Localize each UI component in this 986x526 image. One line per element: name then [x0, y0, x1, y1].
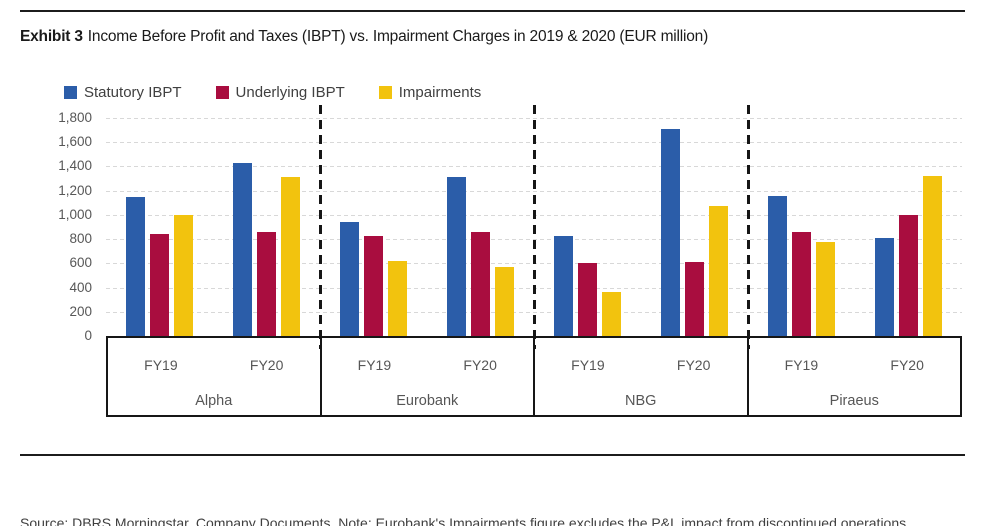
legend-label-statutory-ibpt: Statutory IBPT [84, 84, 182, 101]
bar-eurobank-fy19-underlying-ibpt [364, 235, 383, 336]
cluster-nbg-fy20 [641, 118, 748, 336]
x-axis-cell-eurobank: FY19 FY20 Eurobank [319, 338, 534, 415]
y-tick-label-1000: 1,000 [58, 206, 92, 222]
group-alpha [106, 118, 320, 336]
bar-nbg-fy19-impairments [602, 291, 621, 336]
bar-alpha-fy19-impairments [174, 214, 193, 336]
bar-eurobank-fy20-statutory-ibpt [447, 177, 466, 336]
bar-nbg-fy19-statutory-ibpt [554, 235, 573, 336]
x-label-piraeus-fy20: FY20 [890, 357, 924, 373]
bar-alpha-fy19-underlying-ibpt [150, 234, 169, 336]
x-axis-cell-nbg: FY19 FY20 NBG [533, 338, 747, 415]
cluster-piraeus-fy20 [855, 118, 962, 336]
bar-nbg-fy19-underlying-ibpt [578, 263, 597, 336]
source-note: Source: DBRS Morningstar, Company Docume… [20, 461, 910, 526]
cluster-piraeus-fy19 [748, 118, 855, 336]
bar-piraeus-fy19-statutory-ibpt [768, 195, 787, 336]
x-label-eurobank-fy19: FY19 [357, 357, 392, 373]
exhibit-title-text: Income Before Profit and Taxes (IBPT) vs… [87, 28, 709, 45]
x-axis-cell-piraeus: FY19 FY20 Piraeus [746, 338, 961, 415]
bar-eurobank-fy19-statutory-ibpt [340, 222, 359, 336]
bar-alpha-fy20-impairments [281, 177, 300, 336]
group-separator-1 [318, 105, 322, 349]
x-axis-table: FY19 FY20 Alpha FY19 FY20 Eurobank FY19 FY20 NBG… [106, 336, 962, 417]
y-tick-label-600: 600 [69, 255, 92, 271]
x-label-alpha-fy20: FY20 [249, 357, 284, 373]
bar-nbg-fy20-statutory-ibpt [661, 128, 680, 336]
bar-piraeus-fy19-underlying-ibpt [792, 231, 811, 336]
y-tick-label-0: 0 [84, 328, 92, 343]
x-label-alpha-fy19: FY19 [144, 357, 178, 373]
x-label-eurobank-fy20: FY20 [463, 357, 497, 373]
fy-labels-eurobank: FY19 FY20 [322, 338, 534, 386]
bar-piraeus-fy20-statutory-ibpt [875, 237, 894, 336]
y-tick-label-400: 400 [69, 279, 92, 295]
plot-area: 1,800 1,600 1,400 1,200 1,000 800 600 400 200 0 [58, 105, 962, 349]
cluster-eurobank-fy19 [320, 118, 427, 336]
y-tick-label-1600: 1,600 [58, 134, 92, 150]
legend-item-underlying-ibpt: Underlying IBPT [215, 84, 345, 101]
legend-item-impairments: Impairments [378, 84, 482, 101]
y-tick-label-200: 200 [69, 303, 92, 319]
fy-labels-nbg: FY19 FY20 [535, 338, 747, 386]
exhibit-title: Exhibit 3 Income Before Profit and Taxes … [20, 28, 708, 46]
fy-labels-piraeus: FY19 FY20 [749, 338, 961, 386]
footer-rule [20, 454, 965, 456]
bar-eurobank-fy20-impairments [495, 267, 514, 336]
group-piraeus [748, 118, 962, 336]
top-rule [20, 10, 965, 12]
legend-label-impairments: Impairments [398, 84, 482, 101]
bar-eurobank-fy19-impairments [388, 260, 407, 336]
cluster-eurobank-fy20 [427, 118, 534, 336]
group-name-piraeus: Piraeus [829, 392, 879, 409]
bar-alpha-fy20-statutory-ibpt [233, 162, 252, 336]
bar-groups [106, 118, 962, 336]
y-tick-label-1200: 1,200 [58, 182, 92, 198]
y-tick-label-1800: 1,800 [58, 110, 92, 125]
cluster-nbg-fy19 [534, 118, 641, 336]
x-axis-cell-alpha: FY19 FY20 Alpha [108, 338, 320, 415]
bar-nbg-fy20-impairments [709, 206, 728, 336]
legend-label-underlying-ibpt: Underlying IBPT [235, 84, 345, 101]
legend-item-statutory-ibpt: Statutory IBPT [64, 84, 182, 101]
bar-nbg-fy20-underlying-ibpt [685, 262, 704, 336]
legend-swatch-statutory-ibpt-icon [64, 86, 77, 99]
y-tick-label-1400: 1,400 [58, 158, 92, 174]
cluster-alpha-fy20 [213, 118, 320, 336]
x-label-nbg-fy20: FY20 [676, 357, 711, 373]
group-separator-2 [532, 105, 536, 349]
group-separator-3 [746, 105, 750, 349]
y-tick-label-800: 800 [69, 231, 92, 247]
legend-swatch-impairments-icon [378, 86, 392, 99]
group-name-eurobank: Eurobank [396, 392, 459, 409]
chart-legend: Statutory IBPT Underlying IBPT Impairments [64, 84, 481, 101]
group-name-alpha: Alpha [195, 392, 233, 409]
group-name-nbg: NBG [625, 392, 657, 409]
bar-alpha-fy19-statutory-ibpt [126, 196, 145, 336]
legend-swatch-underlying-ibpt-icon [215, 86, 229, 99]
bar-piraeus-fy20-impairments [923, 176, 942, 336]
bar-alpha-fy20-underlying-ibpt [257, 231, 276, 336]
bar-eurobank-fy20-underlying-ibpt [471, 231, 490, 336]
group-nbg [534, 118, 748, 336]
group-eurobank [320, 118, 534, 336]
x-label-nbg-fy19: FY19 [571, 357, 605, 373]
fy-labels-alpha: FY19 FY20 [108, 338, 320, 386]
bar-piraeus-fy19-impairments [816, 241, 835, 336]
bar-piraeus-fy20-underlying-ibpt [899, 214, 918, 336]
x-label-piraeus-fy19: FY19 [784, 357, 819, 373]
exhibit-number: Exhibit 3 [20, 28, 83, 45]
cluster-alpha-fy19 [106, 118, 213, 336]
source-line-1: Source: DBRS Morningstar, Company Docume… [20, 515, 911, 526]
